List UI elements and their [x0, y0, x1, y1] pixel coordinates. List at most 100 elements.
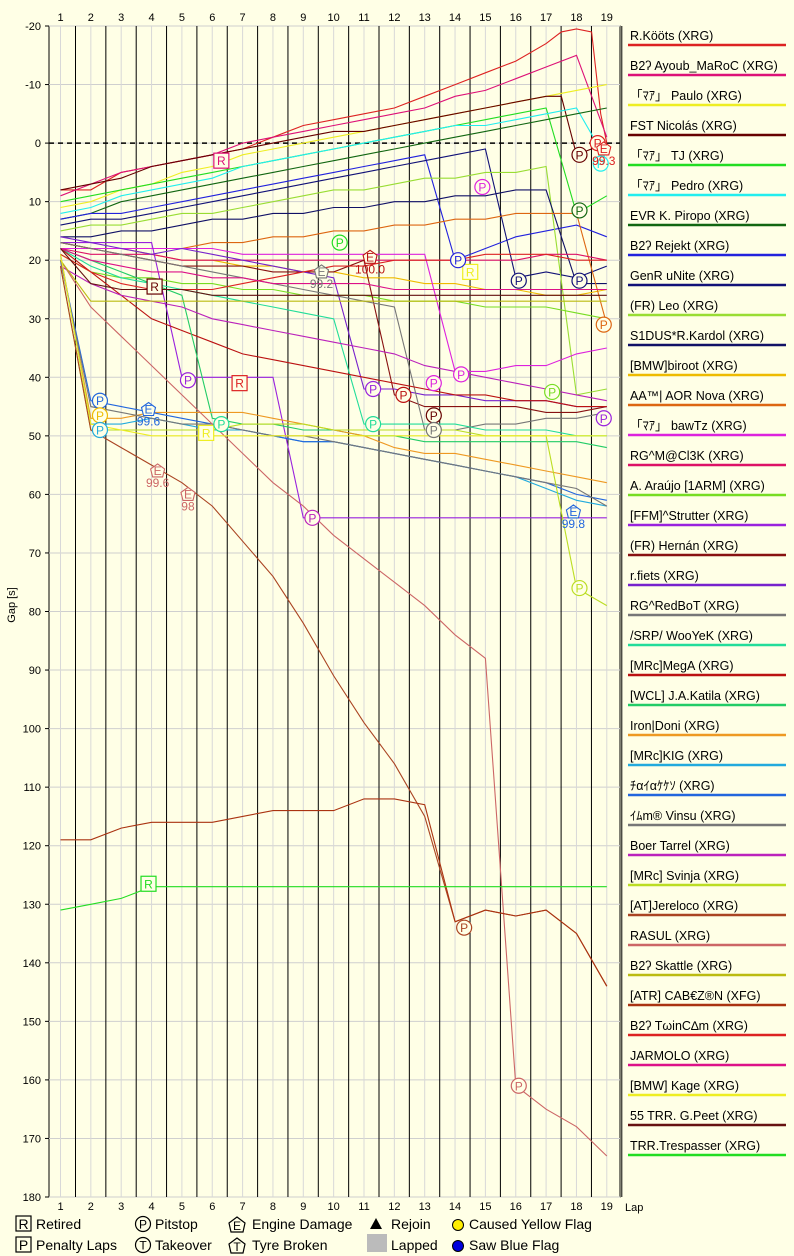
x-tick-label-top: 9	[300, 12, 306, 24]
pitstop-marker	[474, 178, 491, 196]
pitstop-marker	[425, 375, 442, 392]
x-tick-label-bottom: 13	[419, 1201, 431, 1213]
x-tick-label-top: 13	[419, 12, 431, 24]
legend-entry-name: Boer Tarrel (XRG)	[630, 839, 730, 853]
pitstop-marker-letter: P	[184, 374, 192, 388]
retired-marker-letter: R	[150, 280, 159, 294]
rejoin-key-icon	[370, 1218, 382, 1229]
x-tick-label-bottom: 6	[209, 1201, 215, 1213]
engine-damage-marker	[140, 401, 157, 417]
engine-damage-value: 99.6	[146, 476, 170, 490]
y-tick-label: 140	[23, 958, 41, 970]
pitstop-marker	[571, 202, 588, 219]
legend-entry-name: [AT]Jereloco (XRG)	[630, 899, 738, 913]
x-tick-label-bottom: 4	[148, 1201, 154, 1213]
legend-entry-name: [MRc]MegA (XRG)	[630, 659, 734, 673]
engine-damage-marker-letter: E	[154, 464, 162, 478]
tyre-key-icon	[228, 1237, 246, 1254]
legend-entry-name: ﾁαｲαｹｹｿ (XRG)	[630, 779, 715, 793]
lapped-key-icon	[367, 1234, 387, 1252]
pitstop-marker	[395, 386, 412, 403]
pitstop-marker	[365, 380, 382, 398]
pitstop-marker-letter: P	[308, 511, 316, 525]
y-axis-label: Gap [s]	[6, 587, 18, 622]
pitstop-marker	[571, 579, 588, 597]
pitstop-marker	[544, 383, 561, 401]
y-tick-label: 60	[29, 489, 41, 501]
series-line	[60, 248, 607, 408]
retired-marker-letter: R	[466, 265, 475, 279]
legend-entry-name: r.fiets (XRG)	[630, 569, 699, 583]
pitstop-marker-letter: P	[430, 409, 438, 423]
engine-damage-value: 99.2	[310, 277, 334, 291]
pitstop-marker	[510, 1077, 527, 1094]
x-tick-label-top: 8	[270, 12, 276, 24]
y-tick-label: 30	[29, 314, 41, 326]
retired-marker-letter: R	[217, 154, 226, 168]
engine-damage-marker	[362, 249, 378, 264]
y-tick-label: -10	[25, 80, 41, 92]
legend-entry-name: AA™| AOR Nova (XRG)	[630, 389, 764, 403]
retired-marker-letter: R	[202, 426, 211, 440]
x-tick-label-bottom: 7	[240, 1201, 246, 1213]
engine-damage-marker	[149, 463, 166, 478]
x-tick-label-top: 1	[57, 12, 63, 24]
x-tick-label-bottom: 18	[570, 1201, 582, 1213]
takeover-key-letter: T	[139, 1239, 147, 1253]
legend-entry-name: B2ʔ Rejekt (XRG)	[630, 239, 729, 253]
pitstop-marker	[304, 509, 321, 526]
legend-entry-name: (FR) Hernán (XRG)	[630, 539, 738, 553]
x-tick-label-top: 7	[240, 12, 246, 24]
legend-entry-name: [BMW]biroot (XRG)	[630, 359, 738, 373]
legend-entry-name: RASUL (XRG)	[630, 929, 710, 943]
legend-entry-name: ｲﾑm® Vinsu (XRG)	[630, 809, 736, 823]
retired-marker-letter: R	[235, 377, 244, 391]
engine-damage-marker-letter: E	[318, 265, 326, 279]
y-tick-label: 10	[29, 197, 41, 209]
y-tick-label: 110	[23, 782, 41, 794]
pitstop-marker-letter: P	[336, 236, 344, 250]
x-tick-label-top: 11	[358, 12, 369, 24]
legend-entry-name: B2ʔ Ayoub_MaRoC (XRG)	[630, 59, 778, 73]
retired-marker	[146, 278, 163, 295]
legend-entry-name: [MRc] Svinja (XRG)	[630, 869, 739, 883]
y-tick-label: 130	[23, 899, 41, 911]
x-tick-label-bottom: 10	[328, 1201, 340, 1213]
series-line	[60, 107, 607, 220]
y-tick-label: 0	[35, 138, 41, 150]
legend-entry-name: A. Araújo [1ARM] (XRG)	[630, 479, 765, 493]
pitstop-marker	[449, 252, 467, 269]
retired-marker	[140, 875, 157, 892]
engine-damage-marker-letter: E	[184, 487, 192, 501]
legend: R.Kööts (XRG) B2ʔ Ayoub_MaRoC (XRG) 「ﾏｱ」 P…	[628, 29, 786, 1157]
pitstop-key-icon	[134, 1215, 152, 1233]
x-tick-label-bottom: 19	[601, 1201, 613, 1213]
grid-lines	[48, 25, 623, 1198]
retired-marker	[231, 375, 248, 392]
y-tick-label: 90	[29, 665, 41, 677]
retired-marker-letter: R	[144, 877, 153, 891]
legend-entry-name: R.Kööts (XRG)	[630, 29, 713, 43]
x-tick-label-bottom: 16	[510, 1201, 522, 1213]
legend-entry-name: B2ʔ TωinC∆m (XRG)	[630, 1019, 748, 1033]
pitstop-marker-letter: P	[217, 418, 225, 432]
blue-flag-key-label: Saw Blue Flag	[469, 1237, 559, 1253]
retired-key-label: Retired	[36, 1216, 81, 1232]
penalty-key-icon	[15, 1236, 32, 1253]
retired-marker	[462, 263, 479, 281]
engine-damage-value: 99.3	[592, 154, 616, 168]
x-tick-label-bottom: 17	[540, 1201, 552, 1213]
retired-marker	[213, 152, 230, 169]
pitstop-marker	[571, 146, 588, 163]
pitstop-marker	[91, 421, 109, 439]
legend-entry-name: FST Nicolás (XRG)	[630, 119, 737, 133]
legend-entry-name: [FFM]^Strutter (XRG)	[630, 509, 748, 523]
legend-entry-name: [WCL] J.A.Katila (XRG)	[630, 689, 760, 703]
y-tick-label: 120	[23, 841, 41, 853]
pitstop-marker	[425, 421, 442, 439]
engine-damage-marker	[180, 486, 196, 501]
pitstop-marker-letter: P	[457, 368, 465, 382]
legend-entry-name: RG^M@Cl3K (XRG)	[630, 449, 744, 463]
legend-entry-name: [MRc]KIG (XRG)	[630, 749, 723, 763]
tyre-key-label: Tyre Broken	[252, 1237, 327, 1253]
